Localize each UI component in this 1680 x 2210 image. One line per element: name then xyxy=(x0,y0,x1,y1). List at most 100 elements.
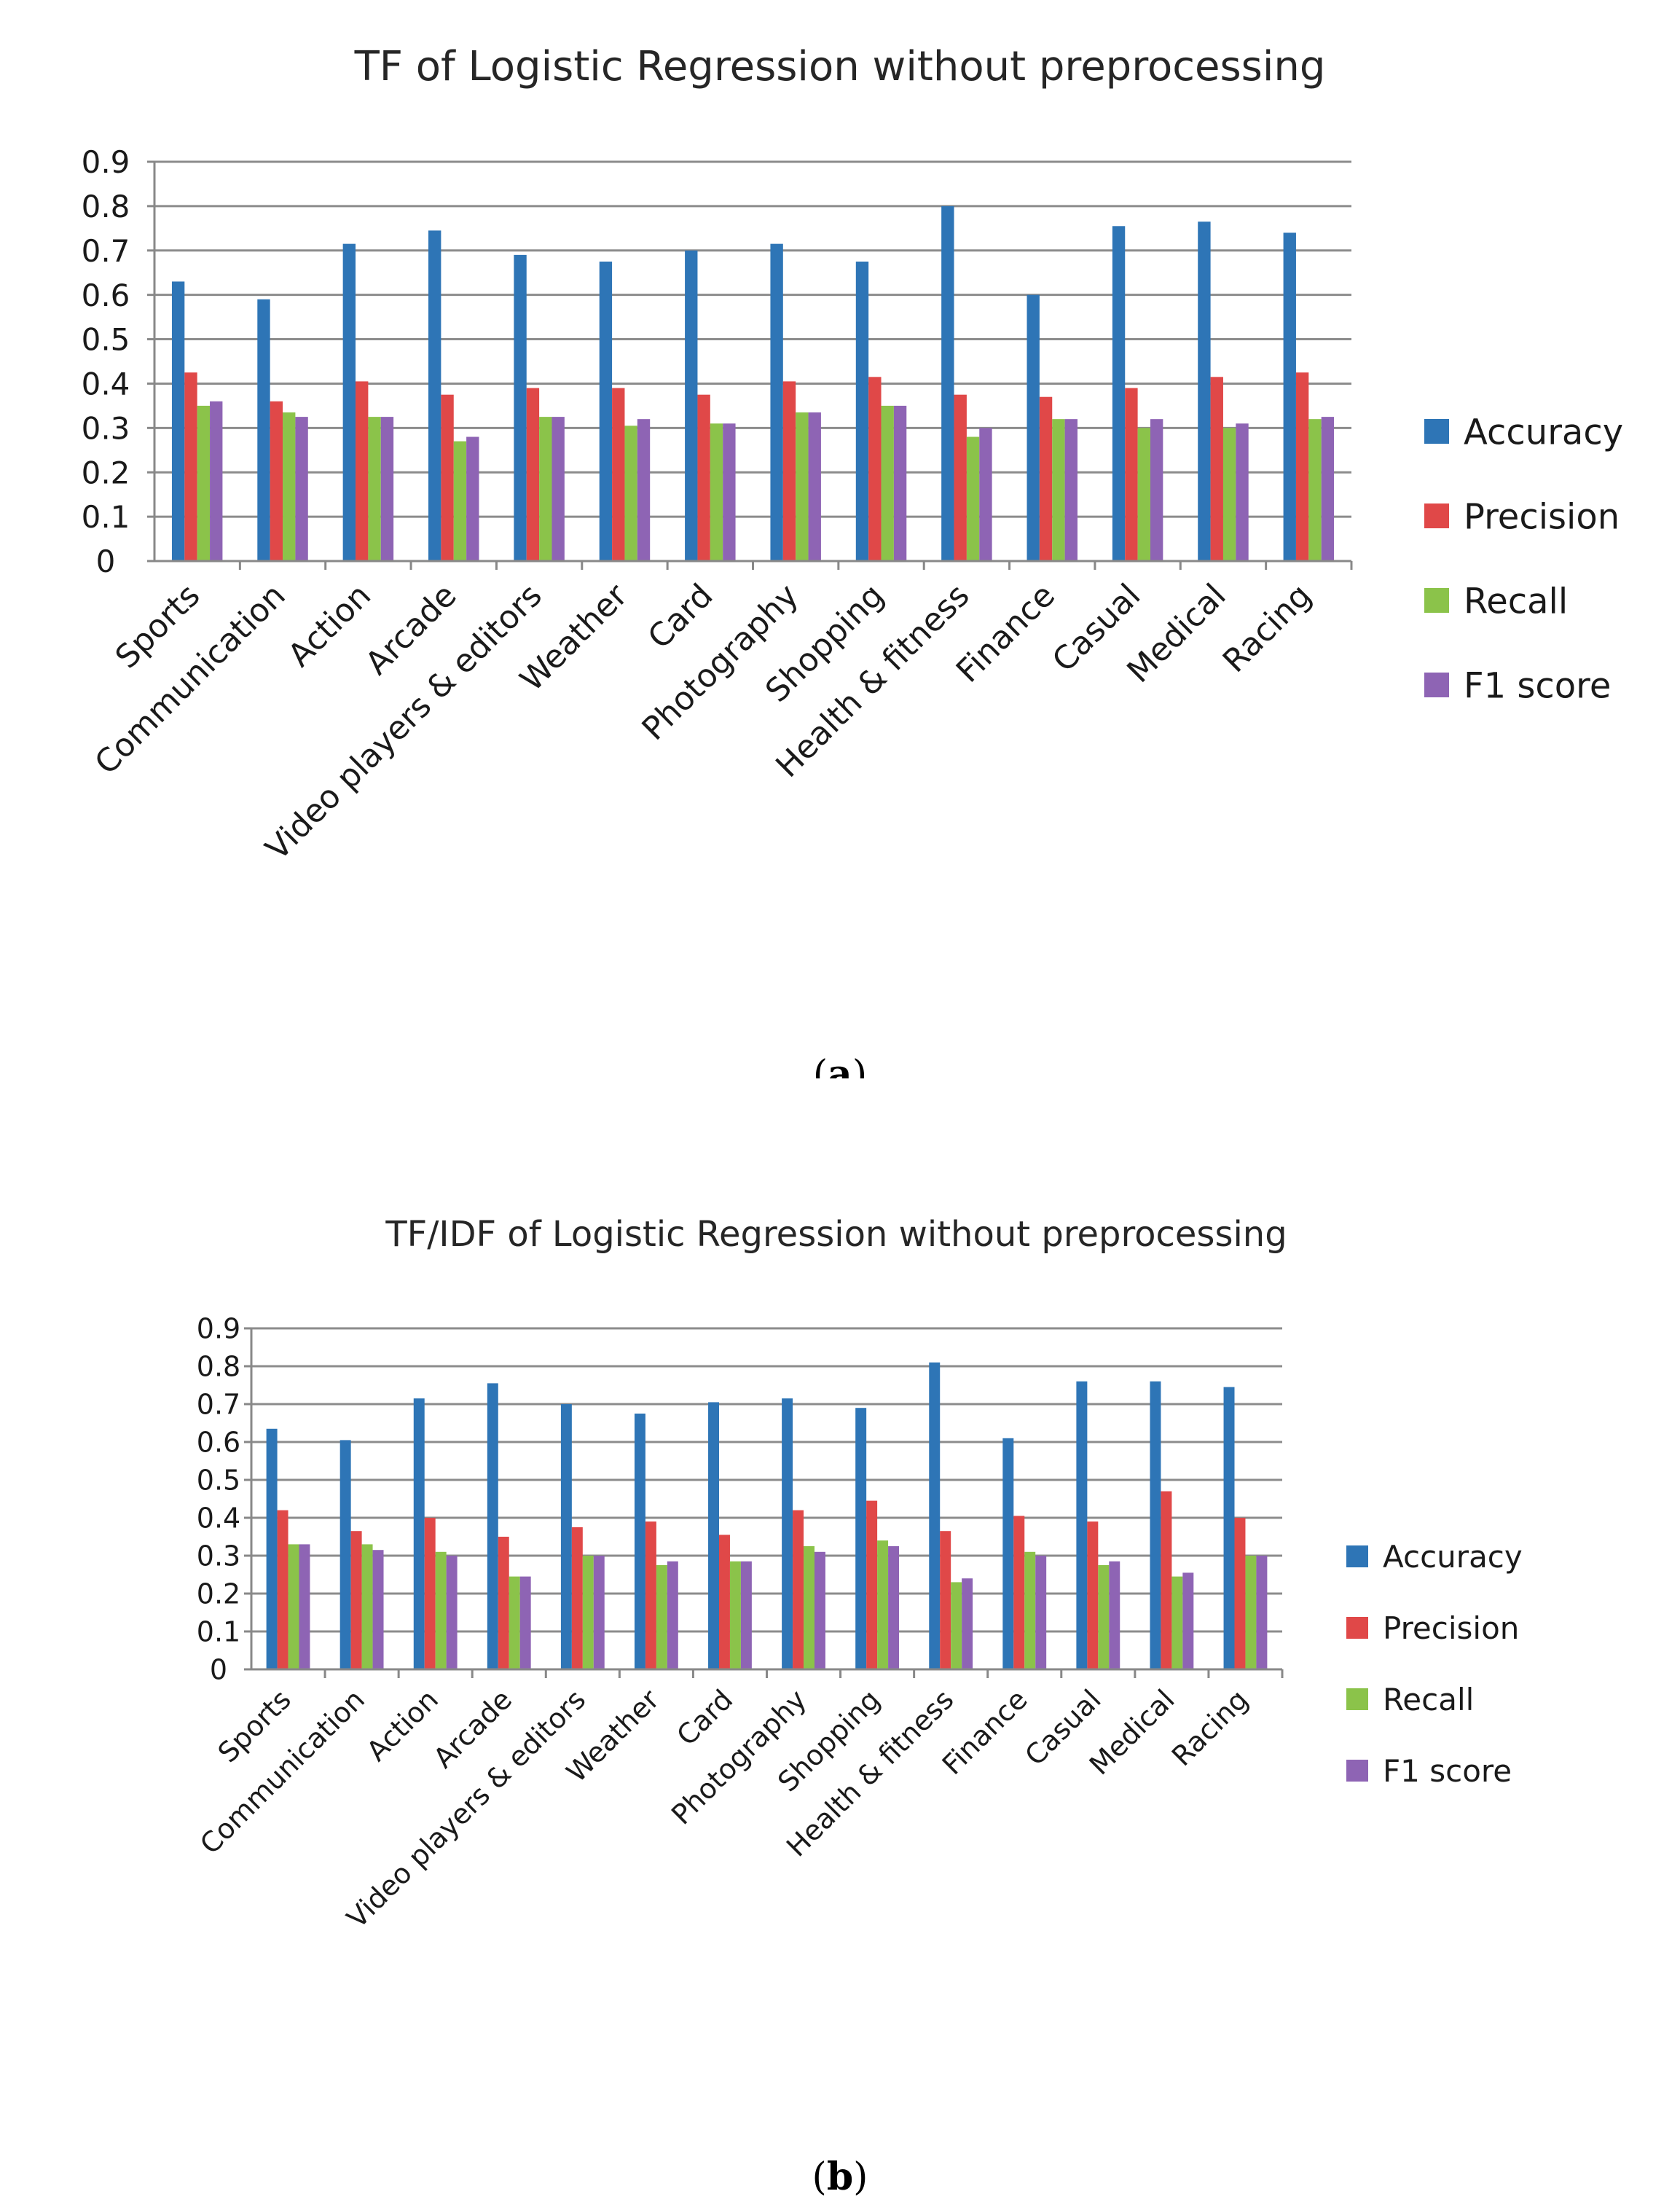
chart-b-y-tick-label: 0.1 xyxy=(197,1616,240,1648)
chart-b-y-tick-label: 0.2 xyxy=(197,1578,240,1610)
chart-a-bar-accuracy-photography xyxy=(770,243,783,561)
chart-a-y-tick-label: 0.4 xyxy=(82,367,130,402)
chart-a-x-tick-label-card: Card xyxy=(641,577,721,657)
chart-a-bar-recall-video-players-and-editors xyxy=(539,417,552,561)
chart-a-bar-precision-casual xyxy=(1125,388,1138,561)
chart-b-bar-f1-score-racing xyxy=(1256,1556,1268,1669)
chart-b-legend-label-f1-score: F1 score xyxy=(1383,1753,1512,1789)
chart-a-bar-f1-score-racing xyxy=(1321,417,1335,561)
chart-a-bar-recall-medical xyxy=(1222,428,1236,561)
chart-a-bar-precision-weather xyxy=(612,388,625,561)
chart-b-bar-f1-score-communication xyxy=(372,1550,384,1669)
chart-b-bar-f1-score-card xyxy=(740,1561,752,1669)
chart-a-bar-f1-score-shopping xyxy=(893,405,907,561)
chart-a-bar-precision-arcade xyxy=(441,394,454,561)
chart-b-bar-recall-arcade xyxy=(509,1576,520,1669)
chart-a-bar-precision-finance xyxy=(1039,396,1053,561)
chart-b-legend-label-precision: Precision xyxy=(1383,1610,1519,1646)
chart-b-bar-precision-health-and-fitness xyxy=(940,1531,951,1669)
chart-b-y-tick-label: 0.7 xyxy=(197,1389,240,1421)
chart-b-bar-recall-sports xyxy=(288,1544,299,1669)
chart-b-bar-precision-racing xyxy=(1234,1518,1246,1669)
chart-b-bar-recall-health-and-fitness xyxy=(951,1582,962,1669)
chart-b-bar-precision-arcade xyxy=(498,1537,509,1669)
chart-b-x-tick-label-racing: Racing xyxy=(1166,1683,1255,1772)
chart-b-bar-precision-card xyxy=(719,1535,730,1669)
chart-a-bar-f1-score-sports xyxy=(210,401,223,561)
chart-a-legend-swatch-precision xyxy=(1424,503,1449,528)
chart-a-bar-f1-score-medical xyxy=(1236,423,1249,561)
chart-b-caption-label: b xyxy=(827,2155,853,2199)
chart-b-bar-recall-medical xyxy=(1171,1576,1183,1669)
chart-a-bar-recall-arcade xyxy=(453,441,467,561)
chart-b-legend-label-recall: Recall xyxy=(1383,1682,1474,1717)
chart-b-y-tick-label: 0.8 xyxy=(197,1351,240,1383)
chart-b-bar-precision-casual xyxy=(1087,1521,1099,1669)
chart-b-y-tick-label: 0.9 xyxy=(197,1313,240,1345)
chart-b-bar-accuracy-communication xyxy=(339,1440,351,1669)
chart-b-bar-precision-action xyxy=(424,1518,436,1669)
chart-b-bar-f1-score-arcade xyxy=(519,1576,531,1669)
chart-a-y-tick-label: 0.6 xyxy=(82,278,130,313)
chart-b-bar-precision-video-players-and-editors xyxy=(571,1527,583,1669)
chart-a-bar-recall-weather xyxy=(624,426,637,561)
chart-a-legend-label-recall: Recall xyxy=(1464,581,1568,622)
chart-a-bar-accuracy-arcade xyxy=(428,230,441,561)
chart-a-bar-recall-health-and-fitness xyxy=(966,436,980,561)
chart-b-bar-precision-medical xyxy=(1161,1491,1172,1669)
chart-a-bar-f1-score-card xyxy=(723,423,736,561)
chart-b-bar-recall-shopping xyxy=(877,1540,889,1669)
chart-b-bar-f1-score-medical xyxy=(1182,1572,1194,1669)
chart-b-bar-accuracy-weather xyxy=(634,1414,645,1669)
chart-b-y-tick-label: 0.4 xyxy=(197,1502,240,1535)
chart-b-y-tick-label: 0.5 xyxy=(197,1465,240,1497)
chart-a-bar-accuracy-medical xyxy=(1198,222,1211,561)
chart-a-legend-label-precision: Precision xyxy=(1464,496,1620,537)
chart-b-x-tick-label-card: Card xyxy=(670,1683,739,1752)
chart-a-bar-precision-card xyxy=(697,394,710,561)
chart-b-bar-recall-communication xyxy=(361,1544,373,1669)
chart-b-caption: (b) xyxy=(812,2155,868,2199)
chart-a-y-tick-label: 0.9 xyxy=(82,144,130,180)
chart-b-bar-precision-shopping xyxy=(866,1500,878,1669)
chart-a-bar-f1-score-finance xyxy=(1064,419,1078,561)
chart-a-bar-recall-action xyxy=(368,417,381,561)
chart-a-bar-f1-score-health-and-fitness xyxy=(979,428,992,561)
chart-b-bar-accuracy-casual xyxy=(1076,1381,1088,1669)
chart-b-legend-swatch-accuracy xyxy=(1346,1545,1368,1567)
chart-a-x-tick-label-racing: Racing xyxy=(1216,577,1319,680)
chart-a-bar-f1-score-casual xyxy=(1150,419,1163,561)
chart-b-bar-accuracy-finance xyxy=(1002,1438,1014,1669)
chart-b-bar-precision-communication xyxy=(350,1531,362,1669)
chart-b-bar-precision-weather xyxy=(645,1521,656,1669)
chart-a-y-tick-label: 0.8 xyxy=(82,189,130,224)
chart-b-bar-f1-score-shopping xyxy=(888,1546,900,1669)
chart-a-bar-precision-medical xyxy=(1210,377,1223,561)
chart-a-bar-f1-score-action xyxy=(380,417,394,561)
chart-b-bar-f1-score-weather xyxy=(667,1561,678,1669)
chart-b-bar-recall-finance xyxy=(1024,1551,1036,1669)
chart-a-y-tick-label: 0.3 xyxy=(82,410,130,446)
chart-b-bar-recall-card xyxy=(729,1561,741,1669)
chart-b-bar-accuracy-sports xyxy=(266,1428,278,1669)
chart-b-legend-label-accuracy: Accuracy xyxy=(1383,1539,1523,1575)
chart-a-y-tick-label: 0 xyxy=(96,544,116,579)
chart-a-bar-precision-action xyxy=(356,381,369,561)
chart-b-y-tick-label: 0.6 xyxy=(197,1427,240,1459)
chart-a-bar-recall-communication xyxy=(283,412,296,561)
chart-b-bar-precision-finance xyxy=(1013,1516,1025,1669)
chart-b-bar-accuracy-racing xyxy=(1223,1387,1235,1669)
chart-a-bar-recall-finance xyxy=(1052,419,1065,561)
chart-a-bar-accuracy-casual xyxy=(1112,226,1126,561)
chart-a-bar-precision-shopping xyxy=(868,377,882,561)
chart-a: TF of Logistic Regression without prepro… xyxy=(0,0,1680,1078)
chart-b-legend-swatch-f1-score xyxy=(1346,1760,1368,1782)
chart-a-bar-precision-sports xyxy=(184,372,197,561)
chart-b-bar-f1-score-action xyxy=(446,1556,458,1669)
chart-a-bar-recall-shopping xyxy=(881,405,894,561)
chart-b-bar-accuracy-photography xyxy=(782,1398,793,1669)
chart-a-bar-f1-score-arcade xyxy=(466,436,479,561)
chart-b-bar-f1-score-health-and-fitness xyxy=(962,1578,973,1669)
chart-b-bar-accuracy-arcade xyxy=(487,1383,498,1669)
chart-a-bar-recall-sports xyxy=(197,405,211,561)
